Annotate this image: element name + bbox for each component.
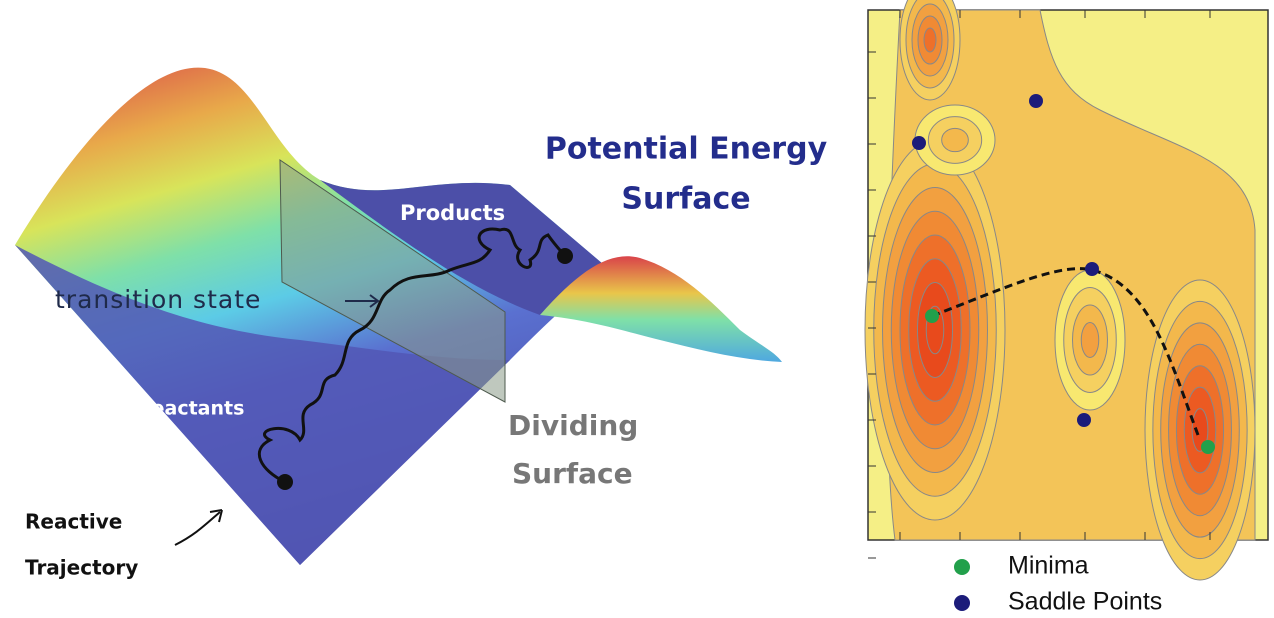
title: Potential Energy xyxy=(545,132,828,167)
products-label: Products xyxy=(400,201,505,225)
trajectory-label: Trajectory xyxy=(25,556,138,580)
reactants-label: Reactants xyxy=(137,398,244,420)
minimum xyxy=(1201,440,1215,454)
trajectory-end xyxy=(557,248,573,264)
title: Surface xyxy=(621,182,750,217)
saddle-point xyxy=(1085,262,1099,276)
dividing-label: Surface xyxy=(512,457,633,490)
legend-label: Saddle Points xyxy=(1008,588,1162,616)
minimum xyxy=(925,309,939,323)
saddle-point xyxy=(1029,94,1043,108)
legend-marker xyxy=(954,559,970,575)
saddle-point xyxy=(912,136,926,150)
contour-line xyxy=(942,128,969,151)
transition-state-label: transition state xyxy=(55,285,261,314)
page: Potential Energy Surface Products transi… xyxy=(0,0,1274,618)
saddle-point xyxy=(1077,413,1091,427)
dividing-label: Dividing xyxy=(508,409,638,442)
legend-label: Minima xyxy=(1008,552,1089,580)
pointer-arrow xyxy=(175,512,220,545)
trajectory-label: Reactive xyxy=(25,510,122,534)
trajectory-start xyxy=(277,474,293,490)
contour-line xyxy=(1081,323,1099,358)
legend: Minima Saddle Points xyxy=(954,552,1162,616)
contour-line xyxy=(924,28,936,52)
figure: Potential Energy Surface Products transi… xyxy=(0,0,1274,618)
legend-marker xyxy=(954,595,970,611)
contour-plot xyxy=(865,0,1268,580)
